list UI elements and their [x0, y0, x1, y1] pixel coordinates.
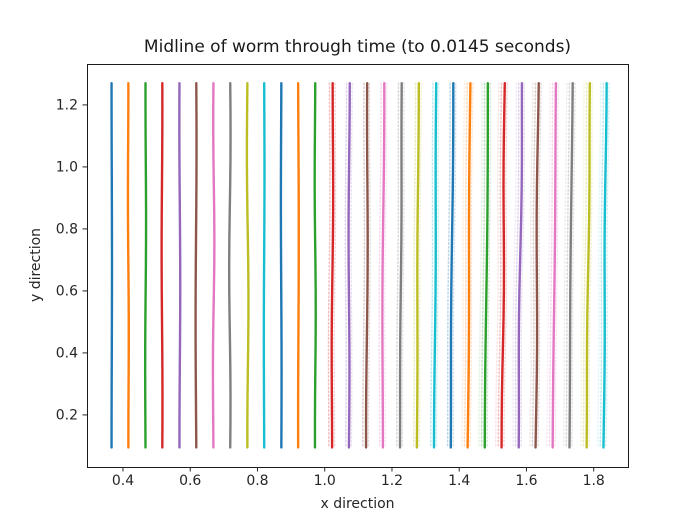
midline-t25-dotted-trace: [531, 82, 537, 449]
y-tick-label: 0.8: [56, 221, 78, 237]
midline-t25: [534, 82, 540, 449]
midline-t17-dotted-trace: [401, 82, 405, 449]
midline-t18: [415, 82, 421, 449]
midline-t24-dotted-trace: [512, 82, 517, 449]
midline-t23-dotted-trace: [495, 82, 500, 449]
midline-t15-dotted-trace: [367, 82, 371, 449]
axes-frame: [87, 64, 629, 468]
x-tick-label: 1.8: [583, 473, 605, 489]
midline-t20-dotted-trace: [446, 82, 451, 449]
midline-t28-dotted-trace: [580, 82, 585, 449]
midline-t26-dotted-trace: [554, 82, 560, 449]
midline-t17: [398, 82, 403, 449]
midline-t21-dotted-trace: [469, 82, 474, 449]
midline-t24-dotted-trace: [514, 82, 520, 449]
midline-t24-dotted-trace: [520, 82, 526, 449]
midline-t29-dotted-trace: [605, 82, 610, 449]
midline-t26-dotted-trace: [546, 82, 551, 449]
midline-t11: [296, 82, 300, 449]
x-tick-label: 0.8: [246, 473, 268, 489]
midline-t21-dotted-trace: [461, 82, 466, 449]
midline-t20: [449, 82, 455, 449]
midline-t13-dotted-trace: [327, 82, 331, 449]
midline-t2: [143, 82, 148, 449]
midline-t20-dotted-trace: [452, 82, 457, 449]
midline-t29-dotted-trace: [596, 82, 602, 449]
y-tick-label: 1.2: [56, 97, 78, 113]
midline-t21-dotted-trace: [463, 82, 468, 449]
midline-t9: [262, 82, 266, 449]
midline-t26-dotted-trace: [548, 82, 554, 449]
midline-t14-dotted-trace: [344, 82, 348, 449]
midline-t10: [279, 82, 283, 449]
x-tick-label: 1.4: [448, 473, 470, 489]
midline-t27-dotted-trace: [565, 82, 571, 449]
midline-t26: [551, 82, 558, 449]
midline-t19: [432, 82, 438, 449]
midline-t22-dotted-trace: [478, 82, 483, 449]
midline-t28: [585, 82, 592, 449]
midline-t23-dotted-trace: [503, 82, 508, 449]
midline-t5: [194, 82, 198, 449]
midline-t4: [178, 82, 182, 449]
midline-t16-dotted-trace: [384, 82, 388, 449]
midline-t25-dotted-trace: [528, 82, 534, 449]
y-tick-label: 1.0: [56, 159, 78, 175]
y-tick-label: 0.4: [56, 345, 78, 361]
chart-title: Midline of worm through time (to 0.0145 …: [143, 37, 572, 57]
midline-t16: [381, 82, 386, 449]
midline-t1: [126, 82, 130, 449]
x-tick-label: 1.0: [314, 473, 336, 489]
y-axis-label: y direction: [28, 227, 44, 303]
midline-t19-dotted-trace: [430, 82, 434, 449]
midline-t23-dotted-trace: [497, 82, 503, 449]
x-tick-label: 0.4: [112, 473, 134, 489]
midline-t18-dotted-trace: [412, 82, 417, 449]
y-tick-label: 0.2: [56, 407, 78, 423]
midline-t29-dotted-trace: [599, 82, 605, 449]
midline-t22-dotted-trace: [480, 82, 486, 449]
midline-t7: [227, 82, 232, 449]
midline-t13-dotted-trace: [333, 82, 337, 449]
midline-t22-dotted-trace: [486, 82, 491, 449]
x-tick-label: 1.6: [515, 473, 537, 489]
midline-t14: [347, 82, 351, 449]
midline-t27: [568, 82, 574, 449]
x-tick-label: 1.2: [381, 473, 403, 489]
midline-t23: [500, 82, 506, 449]
midline-t18-dotted-trace: [418, 82, 422, 449]
midline-t27-dotted-trace: [562, 82, 568, 449]
midline-t28-dotted-trace: [588, 82, 593, 449]
midline-t17-dotted-trace: [396, 82, 400, 449]
midline-t15: [364, 82, 369, 449]
midline-t3: [160, 82, 164, 449]
midline-t25-dotted-trace: [537, 82, 542, 449]
midline-t22: [483, 82, 490, 449]
midline-t6: [211, 82, 216, 449]
midline-t8: [245, 82, 250, 449]
midline-t28-dotted-trace: [582, 82, 588, 449]
midline-t27-dotted-trace: [571, 82, 576, 449]
x-tick-label: 0.6: [179, 473, 201, 489]
midline-t12: [313, 82, 317, 449]
y-tick-label: 0.6: [56, 283, 78, 299]
midline-t19-dotted-trace: [435, 82, 440, 449]
midline-t15-dotted-trace: [362, 82, 366, 449]
midline-t16-dotted-trace: [378, 82, 382, 449]
midline-t13: [330, 82, 335, 449]
midline-t24: [517, 82, 524, 449]
midline-t29: [602, 82, 608, 449]
x-axis-label: x direction: [320, 496, 395, 512]
midline-t21: [466, 82, 472, 449]
midline-t14-dotted-trace: [350, 82, 353, 449]
